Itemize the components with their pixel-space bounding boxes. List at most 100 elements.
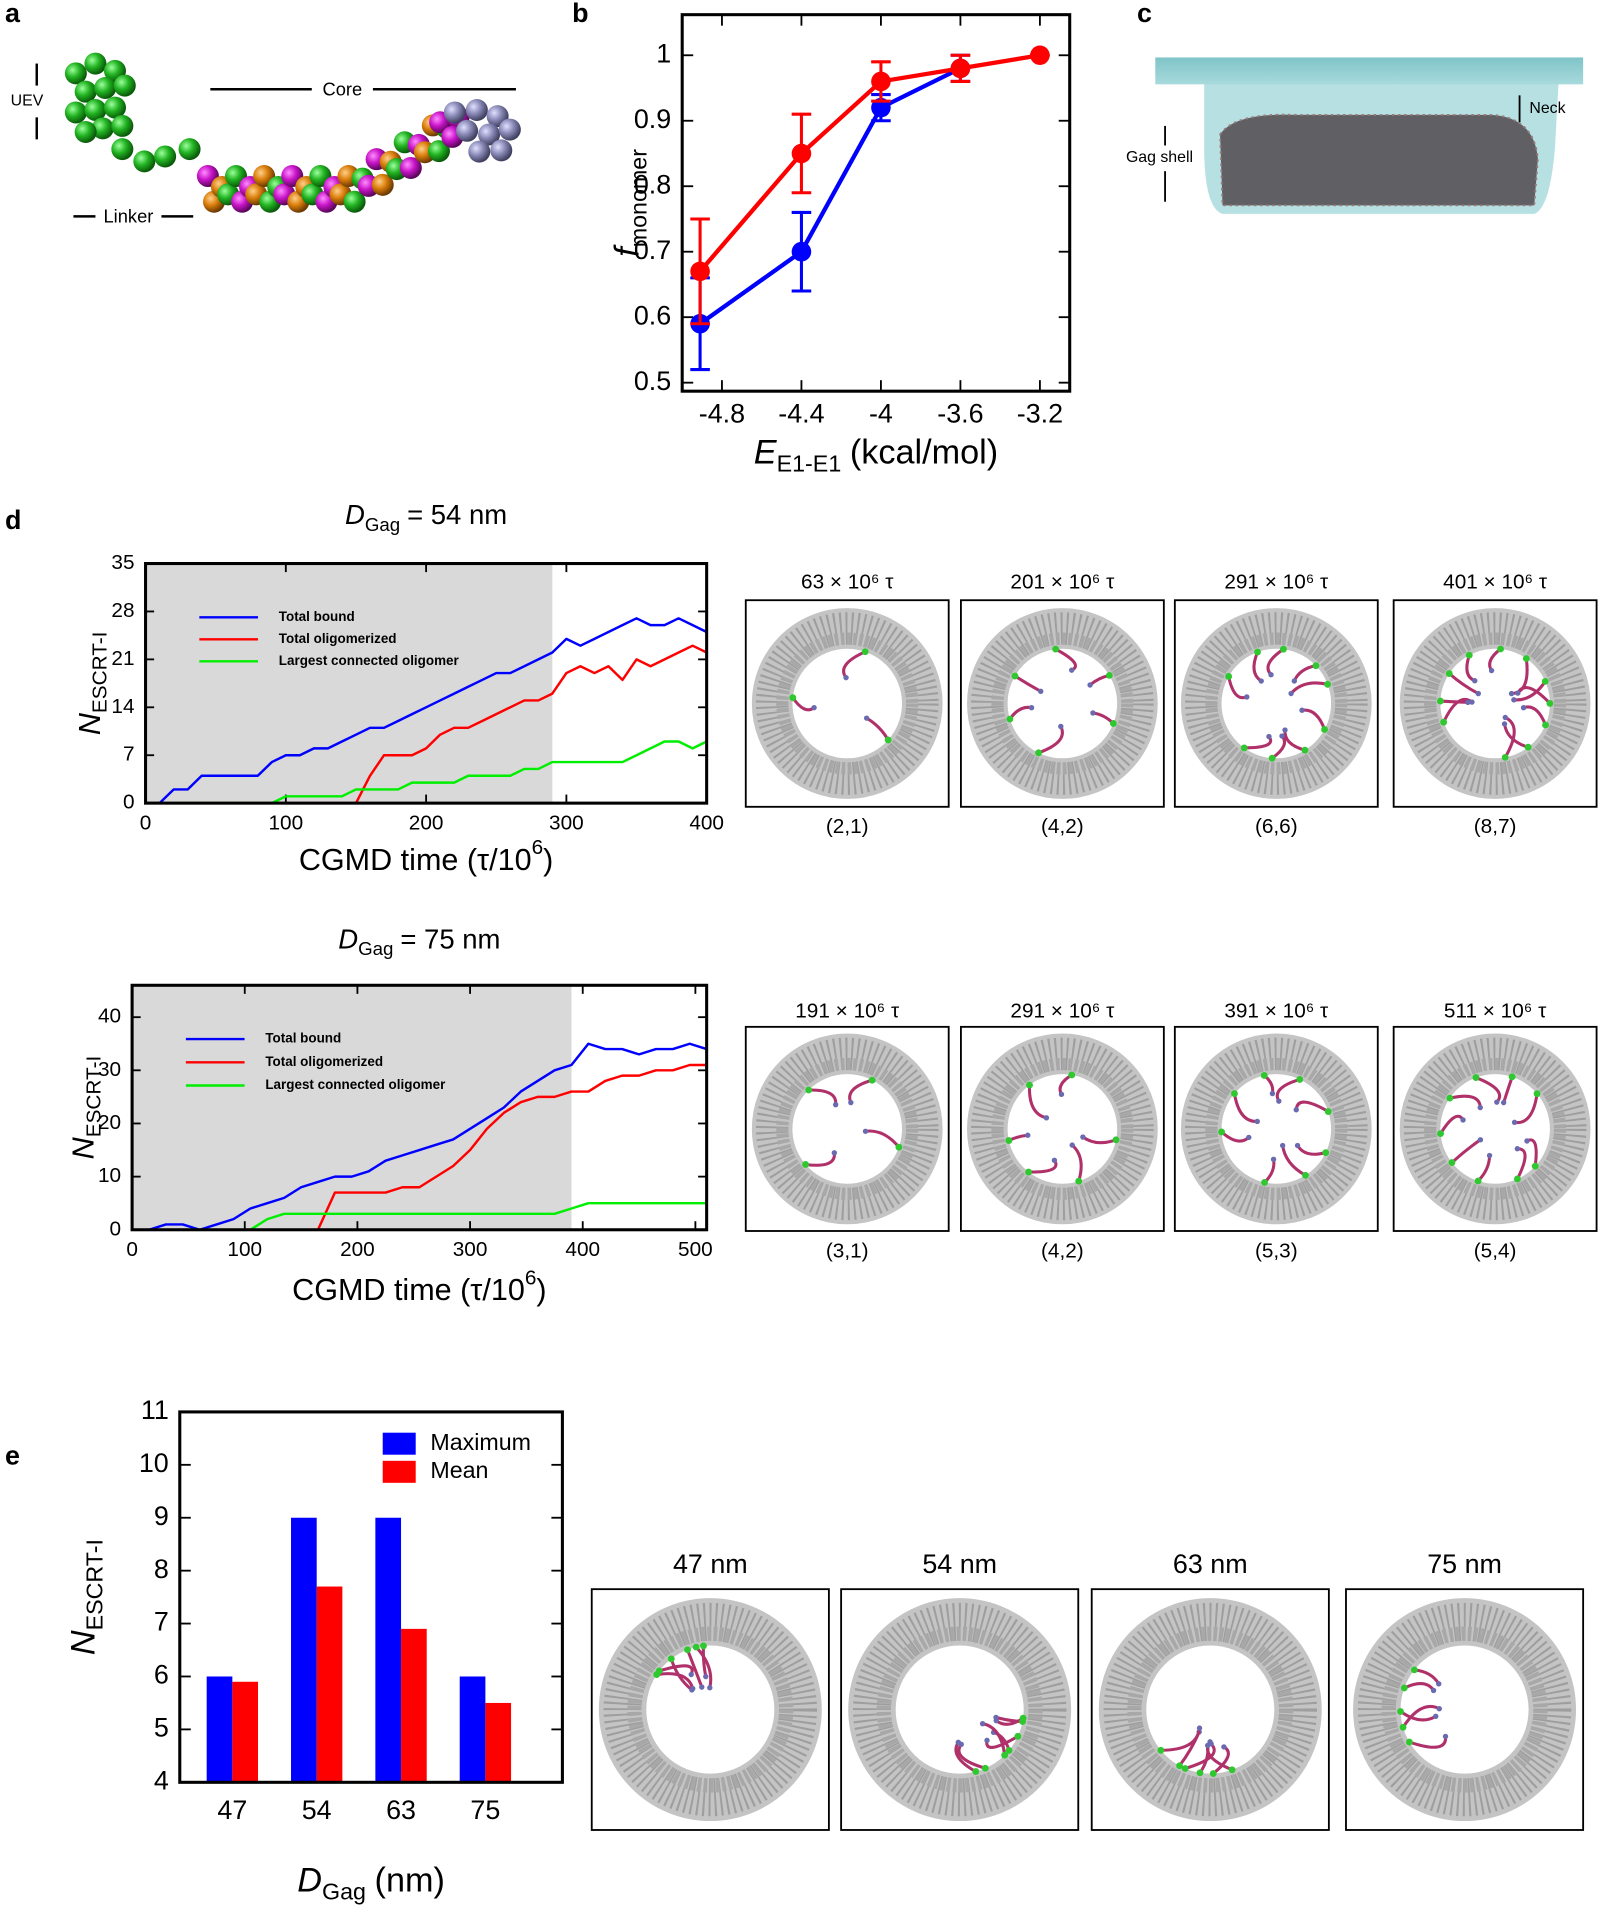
escrt-head (811, 704, 817, 711)
escrt-head (1533, 1090, 1541, 1098)
x-tick-label: 54 (302, 1795, 332, 1825)
label-part: 6 (532, 836, 544, 859)
escrt-head (1196, 1725, 1203, 1731)
bead (103, 96, 126, 119)
label-part: Gag (322, 1879, 366, 1905)
panel-label: e (5, 1440, 20, 1470)
escrt-filament (1503, 715, 1516, 759)
escrt-head (802, 1161, 809, 1168)
axis-label: NESCRT-I (73, 632, 112, 736)
escrt-filament (694, 1645, 713, 1690)
escrt-head (984, 1737, 990, 1744)
y-tick-label: 0.6 (634, 300, 671, 330)
y-tick-label: 1 (656, 38, 671, 68)
escrt-head (1260, 1072, 1268, 1079)
escrt-head (667, 1655, 675, 1663)
snapshot-label: 401 × 10⁶ τ (1443, 571, 1548, 594)
snapshot-label: 47 nm (673, 1549, 748, 1579)
escrt-head (1038, 688, 1044, 694)
bead (111, 114, 134, 137)
escrt-head (1460, 1117, 1466, 1123)
gag-ring-texture (1184, 1037, 1368, 1221)
escrt-head (1209, 1770, 1217, 1777)
x-tick-label: 0 (140, 811, 152, 834)
y-tick-label: 7 (123, 743, 135, 766)
snapshot-label: 291 × 10⁶ τ (1010, 1000, 1115, 1023)
bar (485, 1702, 512, 1783)
gag-ring-texture (1381, 1626, 1548, 1793)
membrane (1155, 57, 1584, 85)
label-part: N (67, 1136, 101, 1159)
uev-label: UEV (11, 93, 44, 110)
gag-ring-texture (991, 632, 1134, 775)
label-part: E1-E1 (777, 451, 842, 477)
gag-ring-texture (1205, 632, 1348, 775)
escrt-head (1472, 678, 1478, 684)
escrt-head (1068, 1071, 1076, 1079)
snapshot-label: 63 nm (1173, 1549, 1248, 1579)
escrt-head (1051, 1157, 1058, 1163)
label-part: D (345, 499, 365, 530)
escrt-head (1112, 1136, 1120, 1144)
escrt-head (1043, 1115, 1050, 1121)
escrt-filament (981, 1722, 1007, 1757)
escrt-head (1208, 1741, 1214, 1747)
escrt-head (1477, 1137, 1484, 1143)
y-tick-label: 0.8 (634, 169, 671, 199)
escrt-filament (1027, 1083, 1048, 1120)
escrt-head (1486, 1152, 1493, 1159)
escrt-head (1440, 718, 1448, 726)
escrt-head (1299, 707, 1305, 713)
point (791, 241, 812, 262)
gag-ring-texture (1403, 1037, 1587, 1221)
escrt-head (1448, 1159, 1456, 1167)
y-tick-label: 0 (110, 1217, 122, 1240)
escrt-head (1105, 671, 1113, 679)
escrt-head (1254, 1118, 1260, 1125)
bead (84, 52, 107, 75)
escrt-head (861, 648, 869, 656)
bead (94, 77, 117, 100)
gag-ring-texture (971, 1037, 1154, 1221)
y-tick-label: 4 (154, 1765, 169, 1795)
axis-label: fmonomer (609, 149, 652, 257)
escrt-filament (1509, 656, 1529, 696)
gag-ring-texture (1424, 632, 1567, 775)
bar (206, 1676, 233, 1783)
gag-ring-texture (776, 632, 919, 775)
escrt-head (1196, 1769, 1204, 1777)
label-part: (nm) (375, 1862, 445, 1900)
label-part: E (754, 434, 778, 472)
escrt-head (884, 736, 892, 744)
bar (375, 1517, 402, 1783)
escrt-head (1508, 1073, 1516, 1081)
escrt-head (1028, 704, 1035, 711)
legend-label: Mean (430, 1457, 488, 1483)
plot-frame (130, 983, 709, 1232)
gag-ring-texture (603, 1602, 818, 1817)
escrt-head (1312, 662, 1320, 670)
neck-label: Neck (1529, 100, 1565, 117)
x-tick-label: -3.6 (937, 399, 983, 429)
escrt-head (1266, 733, 1272, 740)
escrt-head (1005, 1746, 1013, 1754)
bead (478, 123, 501, 146)
bead (465, 99, 488, 122)
escrt-head (1501, 753, 1509, 761)
x-tick-label: 400 (565, 1238, 600, 1261)
escrt-head (1436, 697, 1444, 705)
escrt-head (1494, 1099, 1500, 1105)
label-part: ESCRT-I (83, 1056, 106, 1138)
snapshot-counts: (5,4) (1474, 1239, 1517, 1262)
gag-ring-texture (755, 1037, 939, 1221)
escrt-head (700, 1642, 707, 1650)
gag-ring-texture (627, 1626, 794, 1793)
escrt-filament (1438, 699, 1470, 704)
escrt-head (1035, 749, 1042, 757)
gag-ring-texture (852, 1602, 1067, 1817)
escrt-head (1477, 1104, 1483, 1111)
escrt-head (1511, 1119, 1518, 1126)
escrt-head (789, 694, 797, 702)
escrt-head (1288, 690, 1294, 697)
panel-label: b (572, 0, 588, 28)
